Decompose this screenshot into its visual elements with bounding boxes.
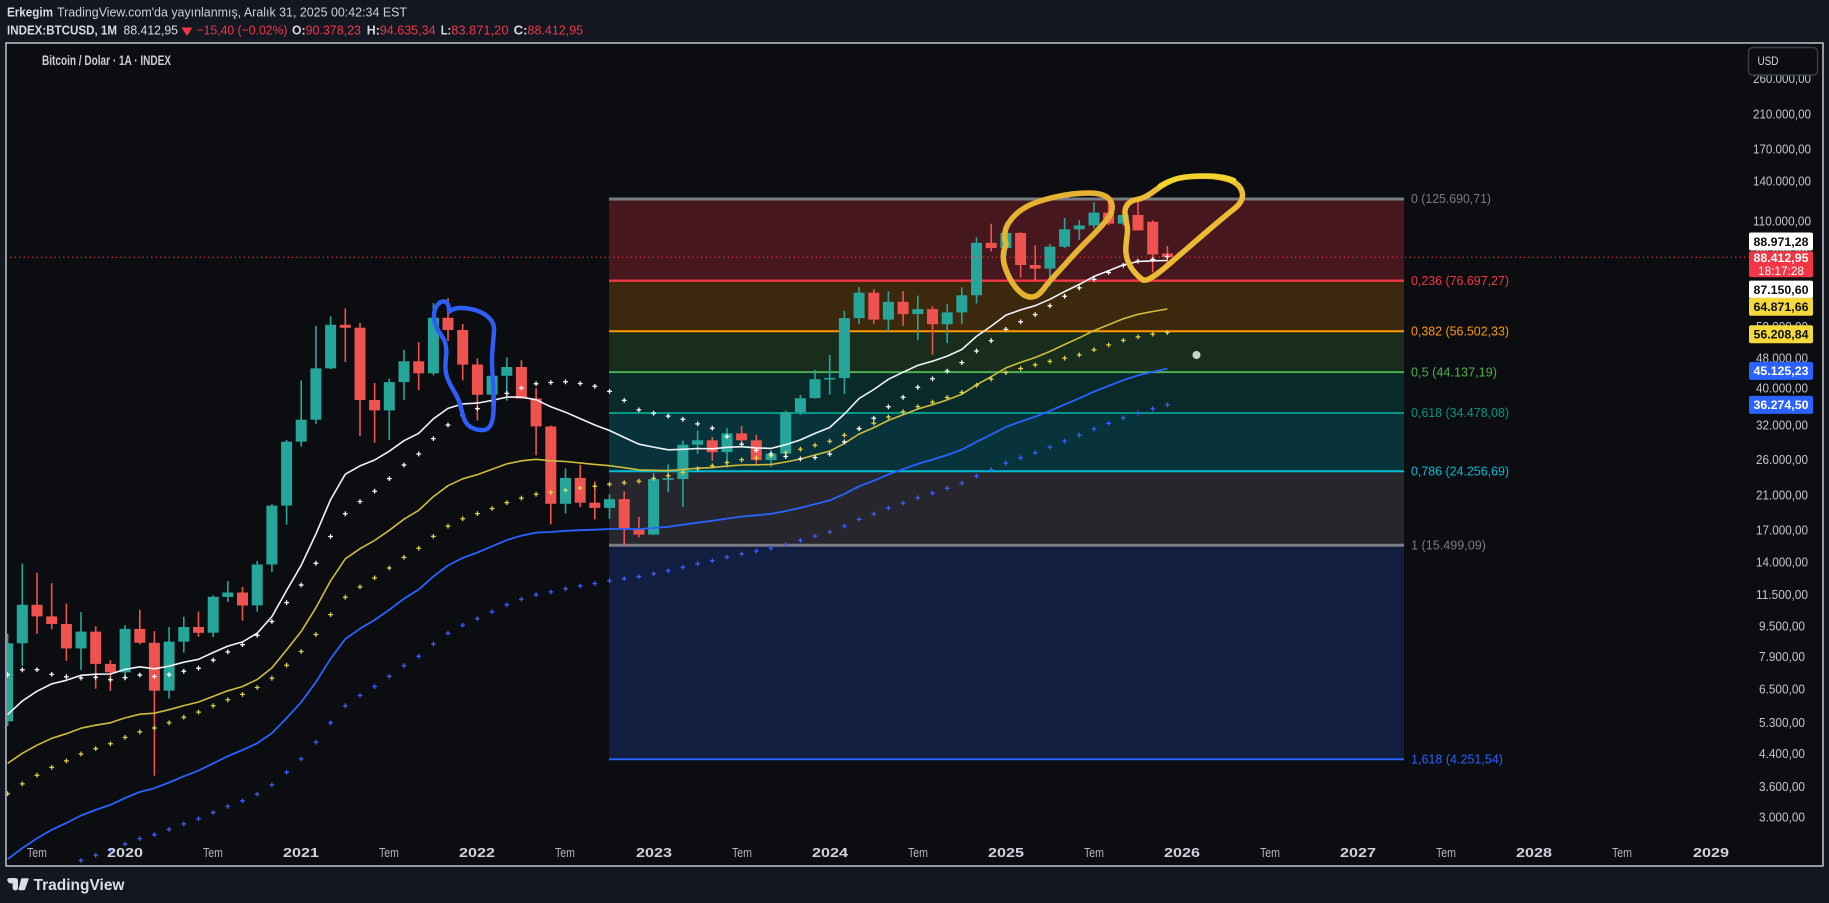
- svg-text:2027: 2027: [1340, 845, 1376, 860]
- svg-text:3.000,00: 3.000,00: [1759, 810, 1805, 824]
- svg-text:Bitcoin / Dolar · 1A · INDEX: Bitcoin / Dolar · 1A · INDEX: [42, 53, 171, 68]
- svg-text:94.635,34: 94.635,34: [380, 23, 436, 38]
- svg-text:1,618 (4.251,54): 1,618 (4.251,54): [1411, 753, 1503, 767]
- svg-text:0,382 (56.502,33): 0,382 (56.502,33): [1411, 325, 1509, 339]
- svg-text:83.871,20: 83.871,20: [451, 23, 508, 38]
- svg-text:88.412,95: 88.412,95: [528, 23, 584, 38]
- svg-text:2024: 2024: [812, 845, 849, 860]
- svg-text:6.500,00: 6.500,00: [1759, 682, 1805, 696]
- svg-text:87.150,60: 87.150,60: [1754, 283, 1809, 297]
- svg-text:Tem: Tem: [203, 845, 223, 860]
- svg-text:0,618 (34.478,08): 0,618 (34.478,08): [1411, 406, 1509, 420]
- svg-text:USD: USD: [1758, 54, 1779, 68]
- svg-text:2022: 2022: [459, 845, 495, 860]
- svg-text:9.500,00: 9.500,00: [1759, 620, 1805, 634]
- svg-text:88.971,28: 88.971,28: [1754, 235, 1809, 249]
- svg-text:4.400,00: 4.400,00: [1759, 747, 1805, 761]
- svg-text:Tem: Tem: [555, 845, 575, 860]
- svg-text:140.000,00: 140.000,00: [1753, 174, 1811, 188]
- svg-text:90.378,23: 90.378,23: [306, 23, 362, 38]
- svg-text:2021: 2021: [283, 845, 319, 860]
- svg-text:Tem: Tem: [1084, 845, 1104, 860]
- svg-text:11.500,00: 11.500,00: [1756, 588, 1808, 602]
- svg-text:0,5 (44.137,19): 0,5 (44.137,19): [1411, 365, 1497, 379]
- svg-text:7.900,00: 7.900,00: [1759, 650, 1805, 664]
- svg-text:2023: 2023: [636, 845, 672, 860]
- svg-text:TradingView.com'da yayınlanmış: TradingView.com'da yayınlanmış, Aralık 3…: [57, 4, 407, 19]
- svg-text:2026: 2026: [1164, 845, 1200, 860]
- svg-text:Tem: Tem: [379, 845, 399, 860]
- svg-text:Tem: Tem: [1612, 845, 1632, 860]
- svg-text:88.412,95: 88.412,95: [124, 23, 179, 38]
- svg-text:O:: O:: [292, 23, 306, 38]
- svg-text:21.000,00: 21.000,00: [1756, 488, 1808, 502]
- svg-text:36.274,50: 36.274,50: [1754, 398, 1809, 412]
- svg-text:H:: H:: [367, 23, 380, 38]
- svg-text:45.125,23: 45.125,23: [1754, 364, 1809, 378]
- svg-text:32.000,00: 32.000,00: [1756, 419, 1808, 433]
- svg-text:26.000,00: 26.000,00: [1756, 453, 1808, 467]
- svg-text:0,786 (24.256,69): 0,786 (24.256,69): [1411, 464, 1509, 478]
- svg-text:INDEX:BTCUSD, 1M: INDEX:BTCUSD, 1M: [7, 23, 117, 38]
- svg-text:2025: 2025: [988, 845, 1024, 860]
- svg-text:Erkegim: Erkegim: [7, 4, 53, 19]
- svg-text:Tem: Tem: [732, 845, 752, 860]
- svg-text:Tem: Tem: [1260, 845, 1280, 860]
- svg-text:64.871,66: 64.871,66: [1754, 300, 1809, 314]
- svg-text:C:: C:: [514, 23, 528, 38]
- svg-text:18:17:28: 18:17:28: [1758, 265, 1804, 278]
- svg-text:170.000,00: 170.000,00: [1753, 142, 1811, 156]
- svg-text:40.000,00: 40.000,00: [1756, 382, 1808, 396]
- svg-text:17.000,00: 17.000,00: [1756, 523, 1808, 537]
- svg-text:TradingView: TradingView: [34, 877, 126, 894]
- svg-text:5.300,00: 5.300,00: [1759, 716, 1805, 730]
- svg-text:−15,40 (−0.02%): −15,40 (−0.02%): [197, 23, 288, 38]
- svg-text:Tem: Tem: [908, 845, 928, 860]
- svg-text:1 (15.499,09): 1 (15.499,09): [1411, 539, 1486, 553]
- svg-text:210.000,00: 210.000,00: [1753, 107, 1811, 121]
- svg-text:2028: 2028: [1516, 845, 1552, 860]
- svg-text:56.208,84: 56.208,84: [1754, 328, 1809, 342]
- svg-text:L:: L:: [441, 23, 452, 38]
- svg-text:2020: 2020: [107, 845, 143, 860]
- svg-text:0,236 (76.697,27): 0,236 (76.697,27): [1411, 274, 1509, 288]
- svg-text:Tem: Tem: [27, 845, 47, 860]
- svg-text:88.412,95: 88.412,95: [1754, 251, 1809, 265]
- svg-text:Tem: Tem: [1436, 845, 1456, 860]
- svg-text:2029: 2029: [1693, 845, 1729, 860]
- svg-text:0 (125.690,71): 0 (125.690,71): [1411, 192, 1491, 206]
- svg-text:14.000,00: 14.000,00: [1756, 555, 1808, 569]
- svg-text:110.000,00: 110.000,00: [1753, 214, 1811, 228]
- svg-text:3.600,00: 3.600,00: [1759, 780, 1805, 794]
